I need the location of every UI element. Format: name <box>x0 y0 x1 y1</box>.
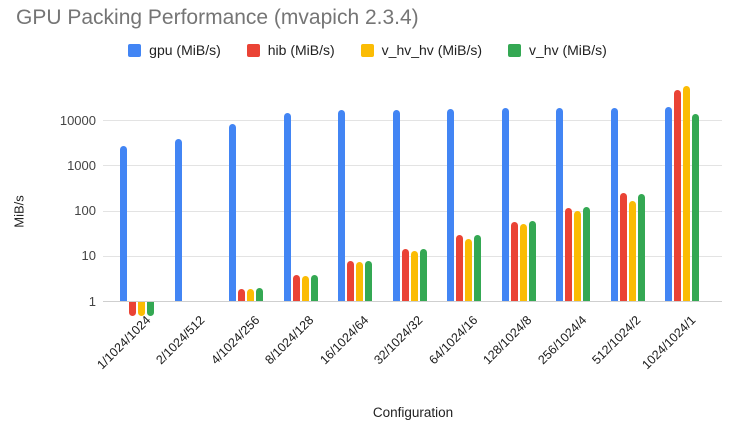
bar <box>683 86 691 301</box>
x-tick-label: 512/1024/2 <box>589 313 644 368</box>
bar <box>229 123 237 301</box>
legend: gpu (MiB/s) hib (MiB/s) v_hv_hv (MiB/s) v_h… <box>0 42 735 58</box>
x-tick-label: 16/1024/64 <box>317 313 372 368</box>
bar <box>510 221 518 301</box>
bar <box>247 289 255 301</box>
bar <box>419 248 427 301</box>
bar <box>410 250 418 301</box>
bar <box>283 112 291 301</box>
x-tick-label: 8/1024/128 <box>262 313 317 368</box>
x-tick-label: 128/1024/8 <box>480 313 535 368</box>
x-tick-label: 1024/1024/1 <box>639 313 699 373</box>
x-tick-label: 2/1024/512 <box>153 313 208 368</box>
bar <box>292 275 300 301</box>
bar <box>692 114 700 301</box>
y-tick-label: 1000 <box>67 157 96 173</box>
bar <box>456 234 464 301</box>
bar <box>574 210 582 301</box>
bar <box>447 109 455 301</box>
legend-swatch <box>508 43 522 57</box>
legend-label: hib (MiB/s) <box>267 42 335 58</box>
bar <box>556 107 564 301</box>
legend-label: v_hv (MiB/s) <box>529 42 607 58</box>
bar <box>174 138 182 301</box>
y-tick-label: 10 <box>81 248 96 264</box>
bar <box>637 194 645 301</box>
legend-swatch <box>360 43 374 57</box>
gridline <box>103 120 722 122</box>
legend-item: v_hv (MiB/s) <box>508 42 607 58</box>
bar <box>310 275 318 301</box>
bar <box>338 110 346 301</box>
gridline <box>103 210 722 212</box>
x-tick-label: 64/1024/16 <box>426 313 481 368</box>
bar <box>465 238 473 301</box>
bar <box>474 234 482 301</box>
bar <box>301 275 309 301</box>
bar <box>120 145 128 301</box>
bar <box>365 261 373 301</box>
bar <box>610 107 618 301</box>
bar <box>147 302 155 316</box>
bar <box>628 200 636 301</box>
bar <box>138 302 146 316</box>
bar <box>519 224 527 301</box>
x-tick-label: 256/1024/4 <box>535 313 590 368</box>
x-tick-label: 4/1024/256 <box>208 313 263 368</box>
bar <box>619 193 627 301</box>
legend-item: v_hv_hv (MiB/s) <box>360 42 483 58</box>
legend-swatch <box>246 43 260 57</box>
bar <box>565 207 573 301</box>
bar <box>674 90 682 301</box>
bar <box>356 261 364 301</box>
legend-label: gpu (MiB/s) <box>149 42 221 58</box>
legend-label: v_hv_hv (MiB/s) <box>381 42 483 58</box>
y-tick-label: 10000 <box>59 112 96 128</box>
legend-item: gpu (MiB/s) <box>128 42 221 58</box>
bar <box>528 220 536 301</box>
bar <box>129 302 137 316</box>
bar <box>256 288 264 301</box>
x-axis-title: Configuration <box>372 405 454 420</box>
bar <box>392 110 400 301</box>
y-tick-label: 1 <box>88 293 96 309</box>
bar <box>583 207 591 301</box>
bar <box>238 289 246 301</box>
legend-swatch <box>128 43 142 57</box>
gridline <box>103 165 722 167</box>
bar <box>665 106 673 301</box>
y-tick-label: 100 <box>74 203 96 219</box>
gridline <box>103 301 722 302</box>
bar <box>347 261 355 301</box>
legend-item: hib (MiB/s) <box>246 42 335 58</box>
y-axis-title: MiB/s <box>11 195 27 228</box>
chart-title: GPU Packing Performance (mvapich 2.3.4) <box>16 6 419 29</box>
bar <box>401 248 409 301</box>
x-tick-label: 32/1024/32 <box>371 313 426 368</box>
bar <box>501 108 509 301</box>
x-tick-label: 1/1024/1024 <box>94 313 154 373</box>
